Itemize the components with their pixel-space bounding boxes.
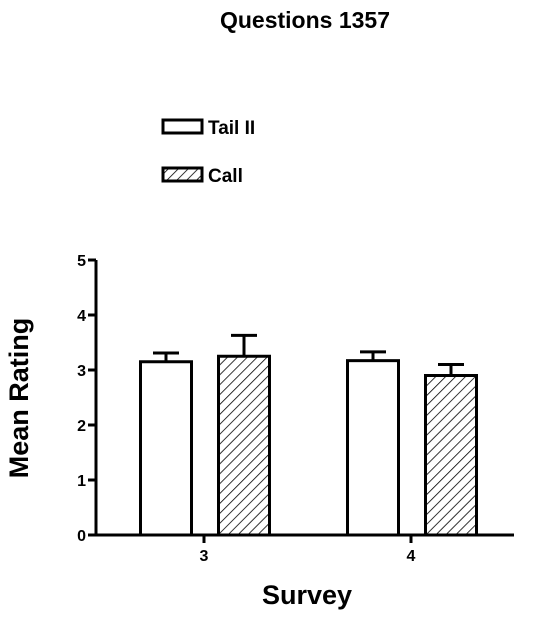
y-tick-label: 4	[77, 308, 86, 325]
bar	[217, 354, 271, 537]
bar	[346, 359, 400, 537]
bars	[139, 333, 478, 537]
y-tick-label: 0	[77, 528, 86, 545]
legend-swatch	[161, 166, 204, 183]
bar	[424, 374, 478, 537]
y-axis: 0 1 2 3 4 5	[77, 253, 98, 545]
y-tick-label: 1	[77, 473, 86, 490]
chart-title: Questions 1357	[220, 7, 390, 33]
legend: Tail II Call	[161, 118, 255, 187]
x-tick-label: 3	[200, 548, 209, 565]
y-tick-label: 3	[77, 363, 86, 380]
x-tick-label: 4	[407, 548, 416, 565]
y-axis-label: Mean Rating	[4, 318, 34, 479]
bar	[139, 360, 193, 537]
legend-label: Call	[208, 166, 243, 187]
legend-swatch	[161, 118, 204, 135]
legend-label: Tail II	[208, 118, 255, 139]
x-axis-label: Survey	[262, 580, 352, 610]
y-tick-label: 2	[77, 418, 86, 435]
y-tick-label: 5	[77, 253, 86, 270]
